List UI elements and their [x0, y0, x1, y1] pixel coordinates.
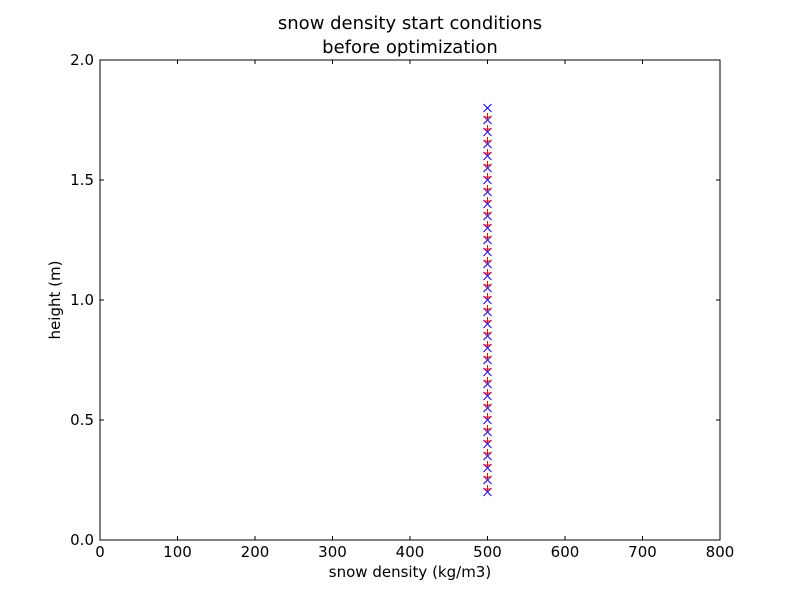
x-tick-label: 300	[318, 543, 347, 561]
data-point-plus-marker	[483, 269, 492, 277]
data-point-plus-marker	[483, 257, 492, 265]
chart-title-line-1: snow density start conditions	[278, 13, 542, 34]
data-point-plus-marker	[483, 125, 492, 133]
x-tick-label: 200	[241, 543, 270, 561]
data-point-plus-marker	[483, 485, 492, 493]
x-tick-label: 800	[706, 543, 735, 561]
data-points	[483, 103, 492, 497]
x-tick-label: 500	[473, 543, 502, 561]
data-point-plus-marker	[483, 293, 492, 301]
y-tick-label: 1.0	[70, 291, 94, 309]
y-tick-label: 0.5	[70, 411, 94, 429]
data-point-plus-marker	[483, 365, 492, 373]
axis-ticks	[99, 59, 721, 541]
data-point-plus-marker	[483, 233, 492, 241]
y-tick-label: 2.0	[70, 51, 94, 69]
axis-tick-labels: 0 100 200 300 400 500 600 700 800 0.0 0.5 1.0 1.5 2.0	[70, 51, 734, 561]
data-point-plus-marker	[483, 113, 492, 121]
data-point-plus-marker	[483, 353, 492, 361]
data-point-plus-marker	[483, 317, 492, 325]
data-point-plus-marker	[483, 197, 492, 205]
data-point-plus-marker	[483, 377, 492, 385]
chart-title: snow density start conditions before opt…	[278, 13, 542, 58]
x-tick-label: 600	[551, 543, 580, 561]
data-point-plus-marker	[483, 161, 492, 169]
data-point-plus-marker	[483, 401, 492, 409]
data-point-plus-marker	[483, 389, 492, 397]
data-point-plus-marker	[483, 209, 492, 217]
chart-title-line-2: before optimization	[322, 37, 498, 58]
plot-area	[99, 59, 721, 541]
data-point-plus-marker	[483, 329, 492, 337]
x-axis-label: snow density (kg/m3)	[329, 563, 491, 581]
data-point-plus-marker	[483, 449, 492, 457]
data-point-plus-marker	[483, 173, 492, 181]
x-tick-label: 700	[628, 543, 657, 561]
data-point-plus-marker	[483, 473, 492, 481]
data-point-x-marker	[483, 103, 492, 113]
y-tick-label: 0.0	[70, 531, 94, 549]
y-tick-label: 1.5	[70, 171, 94, 189]
data-point-plus-marker	[483, 281, 492, 289]
data-point-plus-marker	[483, 149, 492, 157]
data-point-plus-marker	[483, 185, 492, 193]
data-point-plus-marker	[483, 425, 492, 433]
x-tick-label: 0	[95, 543, 105, 561]
x-tick-label: 400	[396, 543, 425, 561]
data-point-plus-marker	[483, 305, 492, 313]
data-point-plus-marker	[483, 413, 492, 421]
data-point-plus-marker	[483, 437, 492, 445]
x-tick-label: 100	[163, 543, 192, 561]
data-point-plus-marker	[483, 461, 492, 469]
y-axis-label: height (m)	[46, 261, 64, 340]
data-point-plus-marker	[483, 221, 492, 229]
data-point-plus-marker	[483, 137, 492, 145]
data-point-plus-marker	[483, 341, 492, 349]
data-point-plus-marker	[483, 245, 492, 253]
